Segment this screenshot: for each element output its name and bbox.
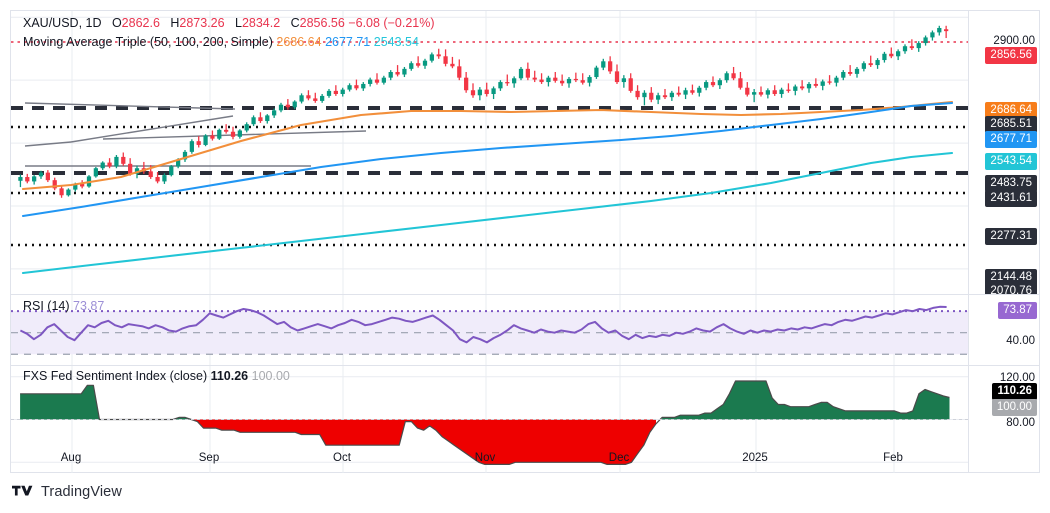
price-scale-tick: 2900.00 [993, 35, 1035, 47]
price-scale-tag[interactable]: 2856.56 [985, 47, 1037, 64]
time-axis-label: Sep [198, 452, 220, 464]
tradingview-logo-text: TradingView [41, 484, 122, 500]
rsi-scale-divider [968, 295, 969, 365]
chart-frame: 2900.00 2856.56 2686.64 2685.51 2677.71 2543.… [10, 10, 1040, 473]
rsi-scale-tag[interactable]: 73.87 [998, 302, 1037, 319]
price-plot-area[interactable] [11, 11, 969, 294]
time-axis-label: Nov [474, 452, 496, 464]
sentiment-scale-tag-baseline[interactable]: 100.00 [991, 399, 1037, 416]
price-scale-divider [968, 11, 969, 294]
time-axis-label: Dec [608, 452, 630, 464]
price-scale[interactable]: 2900.00 2856.56 2686.64 2685.51 2677.71 2543.… [969, 11, 1039, 294]
price-scale-tag[interactable]: 2144.48 [985, 269, 1037, 286]
rsi-pane[interactable]: 73.87 40.00 RSI (14) 73.87 [11, 295, 1039, 365]
tradingview-logo[interactable]: TradingView [12, 484, 122, 500]
time-axis[interactable]: Aug Sep Oct Nov Dec 2025 Feb [10, 440, 1040, 473]
price-scale-tag[interactable]: 2686.64 [985, 102, 1037, 119]
sentiment-scale[interactable]: 120.00 110.26 100.00 80.00 [969, 366, 1039, 473]
sentiment-scale-tick-80: 80.00 [1006, 417, 1035, 429]
sentiment-scale-tag-value[interactable]: 110.26 [992, 383, 1037, 400]
rsi-scale-tick: 40.00 [1006, 335, 1035, 347]
price-pane[interactable]: 2900.00 2856.56 2686.64 2685.51 2677.71 2543.… [11, 11, 1039, 294]
price-scale-tag[interactable]: 2483.75 [985, 175, 1037, 192]
pane-separator-2 [11, 365, 1039, 366]
rsi-scale[interactable]: 73.87 40.00 [969, 295, 1039, 365]
price-scale-tag[interactable]: 2431.61 [985, 190, 1037, 207]
tradingview-logo-icon [12, 485, 33, 496]
sentiment-scale-divider [968, 366, 969, 473]
price-scale-tag[interactable]: 2070.76 [985, 283, 1037, 294]
time-axis-label: Aug [60, 452, 82, 464]
price-scale-tag[interactable]: 2677.71 [985, 131, 1037, 148]
rsi-plot-area[interactable] [11, 295, 969, 365]
price-scale-tag[interactable]: 2543.54 [985, 153, 1037, 170]
time-axis-label: 2025 [742, 452, 768, 464]
price-scale-tag[interactable]: 2277.31 [985, 228, 1037, 245]
pane-separator-1 [11, 294, 1039, 295]
time-axis-label: Feb [883, 452, 903, 464]
sentiment-scale-tick-120: 120.00 [999, 372, 1035, 384]
sentiment-plot-area[interactable] [11, 366, 969, 473]
time-axis-label: Oct [333, 452, 351, 464]
price-scale-tag[interactable]: 2685.51 [985, 116, 1037, 133]
